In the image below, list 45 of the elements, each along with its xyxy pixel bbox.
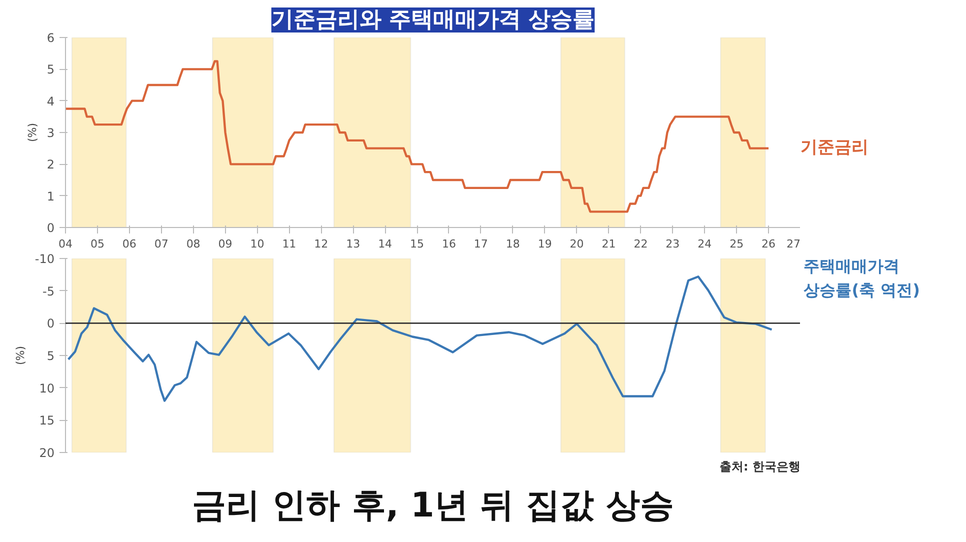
y-axis-title: (%) — [14, 346, 27, 366]
y-tick-label: 0 — [46, 316, 55, 331]
y-tick-label: 20 — [39, 446, 55, 460]
x-tick-label: 06 — [122, 238, 136, 250]
series-label: 기준금리 — [800, 137, 868, 158]
x-tick-label: 15 — [410, 238, 424, 250]
y-axis-title: (%) — [26, 122, 39, 142]
x-tick-label: 27 — [786, 238, 801, 250]
x-tick-label: 21 — [602, 238, 616, 250]
source-note: 출처: 한국은행 — [720, 460, 801, 474]
x-tick-label: 11 — [282, 238, 296, 250]
x-tick-label: 22 — [634, 238, 648, 250]
chart-title: 기준금리와 주택매매가격 상승률 — [271, 8, 595, 32]
text: 금리 인하 후, 1년 뒤 집값 상승 — [192, 486, 674, 526]
y-tick-label: 2 — [46, 158, 55, 172]
y-tick-label: -10 — [34, 252, 55, 266]
text: 주택매매가격 상승률(축 역전) — [804, 256, 920, 300]
x-tick-label: 04 — [58, 238, 72, 250]
x-tick-label: 07 — [154, 238, 168, 250]
x-tick-label: 16 — [442, 238, 456, 250]
x-tick-label: 13 — [346, 238, 360, 250]
x-tick-label: 19 — [538, 238, 552, 250]
x-tick-label: 26 — [762, 238, 776, 250]
y-tick-label: 4 — [46, 94, 55, 108]
y-tick-label: 5 — [46, 62, 55, 77]
x-tick-label: 09 — [218, 238, 232, 250]
x-tick-label: 08 — [186, 238, 200, 250]
y-tick-label: -5 — [42, 284, 55, 298]
x-tick-label: 14 — [378, 238, 392, 250]
y-tick-label: 3 — [46, 126, 55, 140]
y-tick-label: 1 — [46, 189, 55, 204]
x-tick-label: 24 — [698, 238, 712, 250]
y-tick-label: 6 — [46, 31, 55, 45]
x-tick-label: 18 — [506, 238, 520, 250]
x-tick-label: 20 — [570, 238, 584, 250]
y-tick-label: 0 — [46, 221, 55, 235]
x-tick-label: 17 — [474, 238, 488, 250]
x-tick-label: 25 — [730, 238, 744, 250]
y-tick-label: 15 — [39, 414, 55, 428]
y-tick-label: 5 — [46, 349, 55, 363]
x-tick-label: 12 — [314, 238, 328, 250]
y-tick-label: 10 — [39, 381, 55, 396]
x-tick-label: 10 — [250, 238, 264, 250]
x-tick-label: 05 — [90, 238, 104, 250]
x-tick-label: 23 — [666, 238, 680, 250]
